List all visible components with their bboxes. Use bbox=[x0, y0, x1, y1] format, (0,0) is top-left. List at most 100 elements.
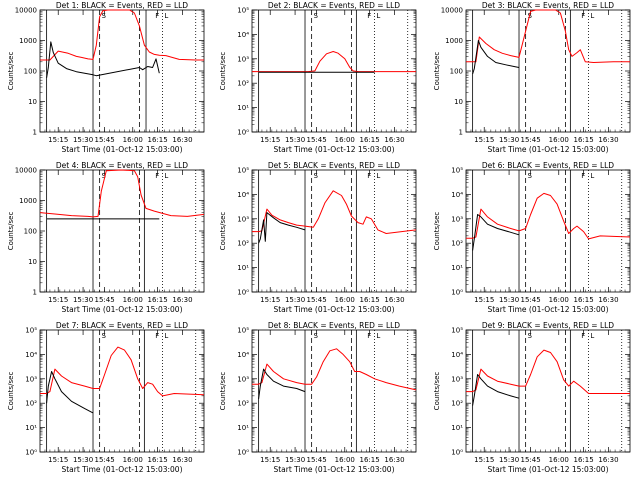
x-tick-label: 16:15 bbox=[148, 456, 168, 464]
x-tick-label: 15:30 bbox=[499, 136, 519, 144]
marker-letter: S bbox=[101, 332, 106, 340]
x-tick-label: 16:30 bbox=[384, 136, 404, 144]
y-tick-label: 10³ bbox=[237, 55, 249, 63]
y-tick-label: 10³ bbox=[237, 375, 249, 383]
y-tick-label: 10¹ bbox=[237, 424, 249, 432]
y-tick-label: 10 bbox=[28, 98, 37, 106]
series-lld-line bbox=[252, 348, 417, 391]
x-tick-label: 15:30 bbox=[73, 456, 93, 464]
marker-letter: F bbox=[581, 12, 585, 20]
series-events-line bbox=[46, 371, 94, 414]
marker-letter: S bbox=[527, 172, 532, 180]
series-lld-line bbox=[466, 192, 631, 240]
x-tick-label: 16:15 bbox=[574, 456, 594, 464]
y-tick-label: 10⁰ bbox=[237, 449, 249, 457]
marker-letter: S bbox=[313, 172, 318, 180]
y-tick-label: 10 bbox=[28, 258, 37, 266]
x-tick-label: 15:30 bbox=[499, 456, 519, 464]
panel-title: Det 4: BLACK = Events, RED = LLD bbox=[56, 161, 188, 170]
marker-letter: L bbox=[376, 12, 380, 20]
panel-4: 1 10 100 1000 10000 15:15 15:30 15:45 16:00 16:15… bbox=[7, 161, 205, 314]
y-tick-label: 10³ bbox=[451, 215, 463, 223]
y-tick-label: 100 bbox=[24, 228, 37, 236]
y-tick-label: 10² bbox=[237, 80, 249, 88]
marker-letter: F bbox=[581, 332, 585, 340]
series-lld-line bbox=[40, 9, 204, 61]
panel-2: 10⁰ 10¹ 10² 10³ 10⁴ 10⁵ 15:15 15:30 15:45 16:00 16… bbox=[219, 1, 417, 154]
y-tick-label: 10¹ bbox=[451, 264, 463, 272]
x-tick-label: 15:15 bbox=[474, 456, 494, 464]
marker-letter: S bbox=[101, 172, 106, 180]
marker-letter: S bbox=[527, 332, 532, 340]
series-lld-line bbox=[252, 190, 417, 234]
series-lld-line bbox=[466, 9, 630, 63]
y-tick-label: 10⁴ bbox=[25, 351, 37, 359]
marker-letter: L bbox=[164, 332, 168, 340]
y-tick-label: 10 bbox=[454, 98, 463, 106]
y-tick-label: 10¹ bbox=[451, 424, 463, 432]
panel-title: Det 9: BLACK = Events, RED = LLD bbox=[482, 321, 614, 330]
y-tick-label: 10¹ bbox=[25, 424, 37, 432]
x-tick-label: 16:15 bbox=[360, 296, 380, 304]
marker-letter: L bbox=[590, 332, 594, 340]
y-tick-label: 10⁰ bbox=[451, 449, 463, 457]
panel-3: 1 10 100 1000 10000 15:15 15:30 15:45 16:00 16:15… bbox=[433, 1, 631, 154]
marker-letter: L bbox=[590, 12, 594, 20]
y-tick-label: 10000 bbox=[15, 7, 37, 15]
x-tick-label: 16:00 bbox=[123, 296, 143, 304]
x-tick-label: 15:15 bbox=[48, 456, 68, 464]
y-tick-label: 100 bbox=[450, 68, 463, 76]
marker-letter: L bbox=[376, 332, 380, 340]
y-axis-label: Counts/sec bbox=[7, 372, 15, 411]
y-tick-label: 1000 bbox=[19, 197, 37, 205]
x-tick-label: 15:30 bbox=[285, 136, 305, 144]
y-tick-label: 10⁵ bbox=[451, 167, 463, 175]
y-axis-label: Counts/sec bbox=[433, 212, 441, 251]
x-tick-label: 15:45 bbox=[307, 456, 327, 464]
series-events-line bbox=[258, 368, 306, 399]
panel-6: 10⁰ 10¹ 10² 10³ 10⁴ 10⁵ 15:15 15:30 15:45 16:00 16… bbox=[433, 161, 631, 314]
y-axis-label: Counts/sec bbox=[433, 52, 441, 91]
x-tick-label: 15:45 bbox=[521, 456, 541, 464]
x-tick-label: 16:15 bbox=[360, 136, 380, 144]
x-tick-label: 16:30 bbox=[598, 136, 618, 144]
panel-title: Det 6: BLACK = Events, RED = LLD bbox=[482, 161, 614, 170]
x-tick-label: 15:15 bbox=[48, 296, 68, 304]
x-tick-label: 15:45 bbox=[521, 136, 541, 144]
x-tick-label: 15:30 bbox=[73, 136, 93, 144]
x-tick-label: 16:00 bbox=[335, 136, 355, 144]
y-tick-label: 10⁰ bbox=[237, 289, 249, 297]
x-tick-label: 16:00 bbox=[335, 296, 355, 304]
series-lld-line bbox=[39, 169, 205, 218]
x-tick-label: 16:15 bbox=[574, 136, 594, 144]
marker-letter: S bbox=[527, 12, 532, 20]
x-axis-label: Start Time (01-Oct-12 15:03:00) bbox=[273, 145, 394, 154]
panel-8: 10⁰ 10¹ 10² 10³ 10⁴ 10⁵ 15:15 15:30 15:45 16:00 16… bbox=[219, 321, 417, 474]
x-tick-label: 16:15 bbox=[148, 136, 168, 144]
y-tick-label: 10² bbox=[451, 400, 463, 408]
x-tick-label: 16:30 bbox=[172, 136, 192, 144]
y-tick-label: 10⁵ bbox=[237, 7, 249, 15]
panel-9: 10⁰ 10¹ 10² 10³ 10⁴ 10⁵ 15:15 15:30 15:45 16:00 16… bbox=[433, 321, 631, 474]
y-tick-label: 10³ bbox=[237, 215, 249, 223]
marker-letter: L bbox=[164, 12, 168, 20]
panel-title: Det 3: BLACK = Events, RED = LLD bbox=[482, 1, 614, 10]
y-axis-label: Counts/sec bbox=[219, 52, 227, 91]
x-tick-label: 16:00 bbox=[123, 456, 143, 464]
x-axis-label: Start Time (01-Oct-12 15:03:00) bbox=[273, 465, 394, 474]
x-tick-label: 15:15 bbox=[48, 136, 68, 144]
y-tick-label: 10³ bbox=[451, 375, 463, 383]
x-tick-label: 16:00 bbox=[335, 456, 355, 464]
y-tick-label: 10000 bbox=[441, 7, 463, 15]
x-tick-label: 15:45 bbox=[307, 136, 327, 144]
y-tick-label: 10⁵ bbox=[451, 327, 463, 335]
series-events-line bbox=[472, 374, 520, 406]
y-tick-label: 10⁴ bbox=[451, 191, 463, 199]
marker-letter: S bbox=[101, 12, 106, 20]
series-events-line bbox=[46, 41, 160, 78]
x-tick-label: 15:30 bbox=[285, 296, 305, 304]
x-tick-label: 15:45 bbox=[95, 456, 115, 464]
y-tick-label: 10⁴ bbox=[237, 351, 249, 359]
marker-letter: F bbox=[367, 172, 371, 180]
